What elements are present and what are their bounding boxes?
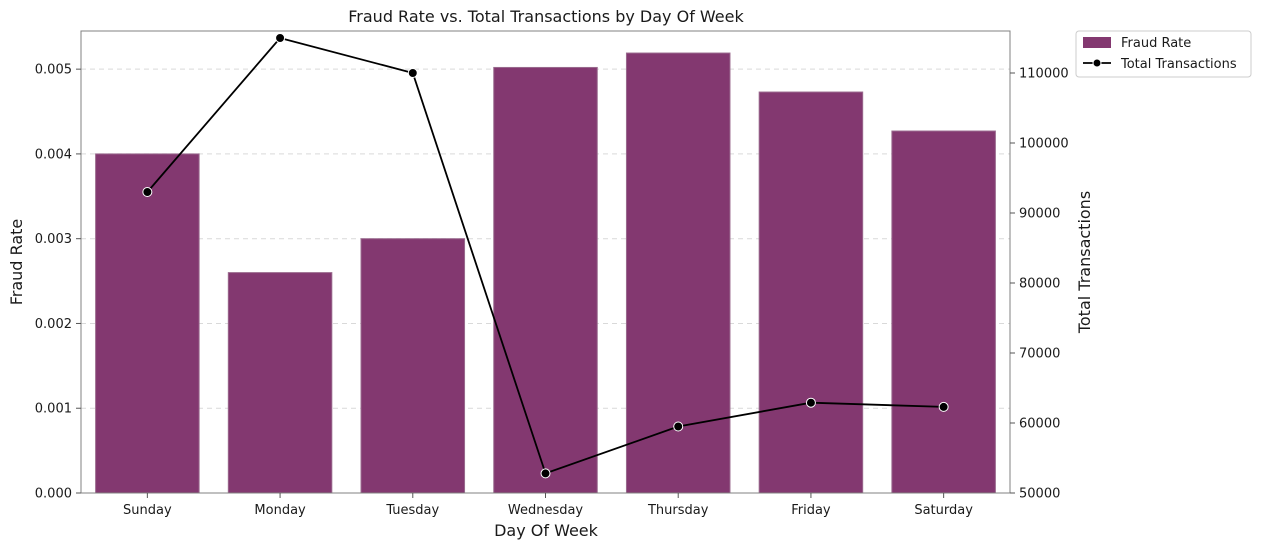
bar-friday (758, 91, 864, 494)
x-tick-label: Friday (791, 503, 831, 518)
x-tick-label: Wednesday (508, 503, 584, 518)
point-sunday (142, 187, 153, 197)
point-thursday (673, 421, 684, 432)
right-y-axis-label: Total Transactions (1075, 191, 1094, 334)
chart-title: Fraud Rate vs. Total Transactions by Day… (348, 7, 744, 26)
x-tick-label: Thursday (647, 503, 709, 518)
left-y-tick-label: 0.000 (35, 487, 72, 502)
x-tick-label: Sunday (123, 503, 172, 518)
right-y-tick-label: 70000 (1019, 347, 1060, 362)
right-y-tick-label: 100000 (1019, 137, 1069, 152)
point-tuesday (407, 68, 418, 78)
left-y-tick-label: 0.005 (35, 63, 72, 78)
line-series (142, 33, 949, 479)
left-y-axis: 0.000 0.001 0.002 0.003 0.004 0.005 (35, 63, 81, 502)
x-axis-label: Day Of Week (494, 521, 599, 540)
right-y-tick-label: 110000 (1019, 67, 1069, 82)
right-y-tick-label: 90000 (1019, 207, 1060, 222)
point-saturday (938, 401, 949, 412)
legend-label-fraud-rate: Fraud Rate (1121, 36, 1191, 51)
bar-tuesday (360, 238, 466, 494)
right-y-axis: 50000 60000 70000 80000 90000 100000 110000 (1010, 67, 1069, 502)
left-y-tick-label: 0.003 (35, 232, 72, 247)
left-y-tick-label: 0.002 (35, 317, 72, 332)
legend-swatch-marker (1092, 58, 1102, 68)
left-y-tick-label: 0.001 (35, 402, 72, 417)
x-tick-label: Saturday (914, 503, 973, 518)
x-tick-label: Tuesday (385, 503, 439, 518)
point-monday (275, 33, 286, 43)
bar-wednesday (493, 66, 598, 494)
legend: Fraud Rate Total Transactions (1075, 30, 1252, 78)
right-y-tick-label: 60000 (1019, 417, 1060, 432)
left-y-tick-label: 0.004 (35, 147, 72, 162)
right-y-tick-label: 80000 (1019, 277, 1060, 292)
x-tick-label: Monday (254, 503, 306, 518)
bar-series (95, 52, 996, 494)
bar-sunday (95, 153, 200, 494)
legend-swatch-fraud-rate (1083, 37, 1111, 48)
left-y-axis-label: Fraud Rate (7, 219, 26, 306)
point-friday (805, 397, 816, 408)
right-y-tick-label: 50000 (1019, 487, 1060, 502)
x-axis: Sunday Monday Tuesday Wednesday Thursday Frid… (123, 493, 973, 518)
point-wednesday (540, 468, 551, 479)
legend-box (1075, 30, 1252, 78)
bar-monday (227, 272, 333, 494)
legend-label-total-transactions: Total Transactions (1120, 57, 1237, 72)
bar-saturday (891, 130, 996, 494)
